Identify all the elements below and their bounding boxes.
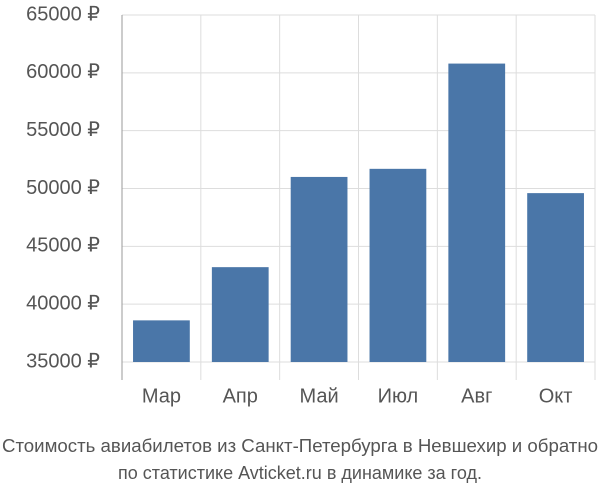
bar	[290, 176, 348, 362]
y-tick-label: 35000 ₽	[26, 350, 100, 372]
x-tick-label: Май	[299, 385, 338, 407]
y-tick-label: 60000 ₽	[26, 61, 100, 83]
x-tick-label: Окт	[539, 385, 573, 407]
bar	[211, 267, 269, 362]
x-tick-label: Июл	[378, 385, 419, 407]
x-tick-label: Мар	[142, 385, 181, 407]
caption-line: по статистике Avticket.ru в динамике за …	[118, 463, 482, 483]
bar	[369, 168, 427, 362]
bar	[133, 320, 190, 362]
y-tick-label: 45000 ₽	[26, 235, 100, 257]
bar	[448, 63, 506, 363]
x-tick-label: Авг	[461, 385, 492, 407]
y-tick-label: 50000 ₽	[26, 177, 100, 199]
caption-line: Стоимость авиабилетов из Санкт-Петербург…	[2, 436, 598, 456]
x-tick-label: Апр	[223, 385, 258, 407]
y-tick-label: 40000 ₽	[26, 292, 100, 314]
y-tick-label: 55000 ₽	[26, 119, 100, 141]
bar	[527, 193, 584, 362]
y-tick-label: 65000 ₽	[26, 3, 100, 25]
